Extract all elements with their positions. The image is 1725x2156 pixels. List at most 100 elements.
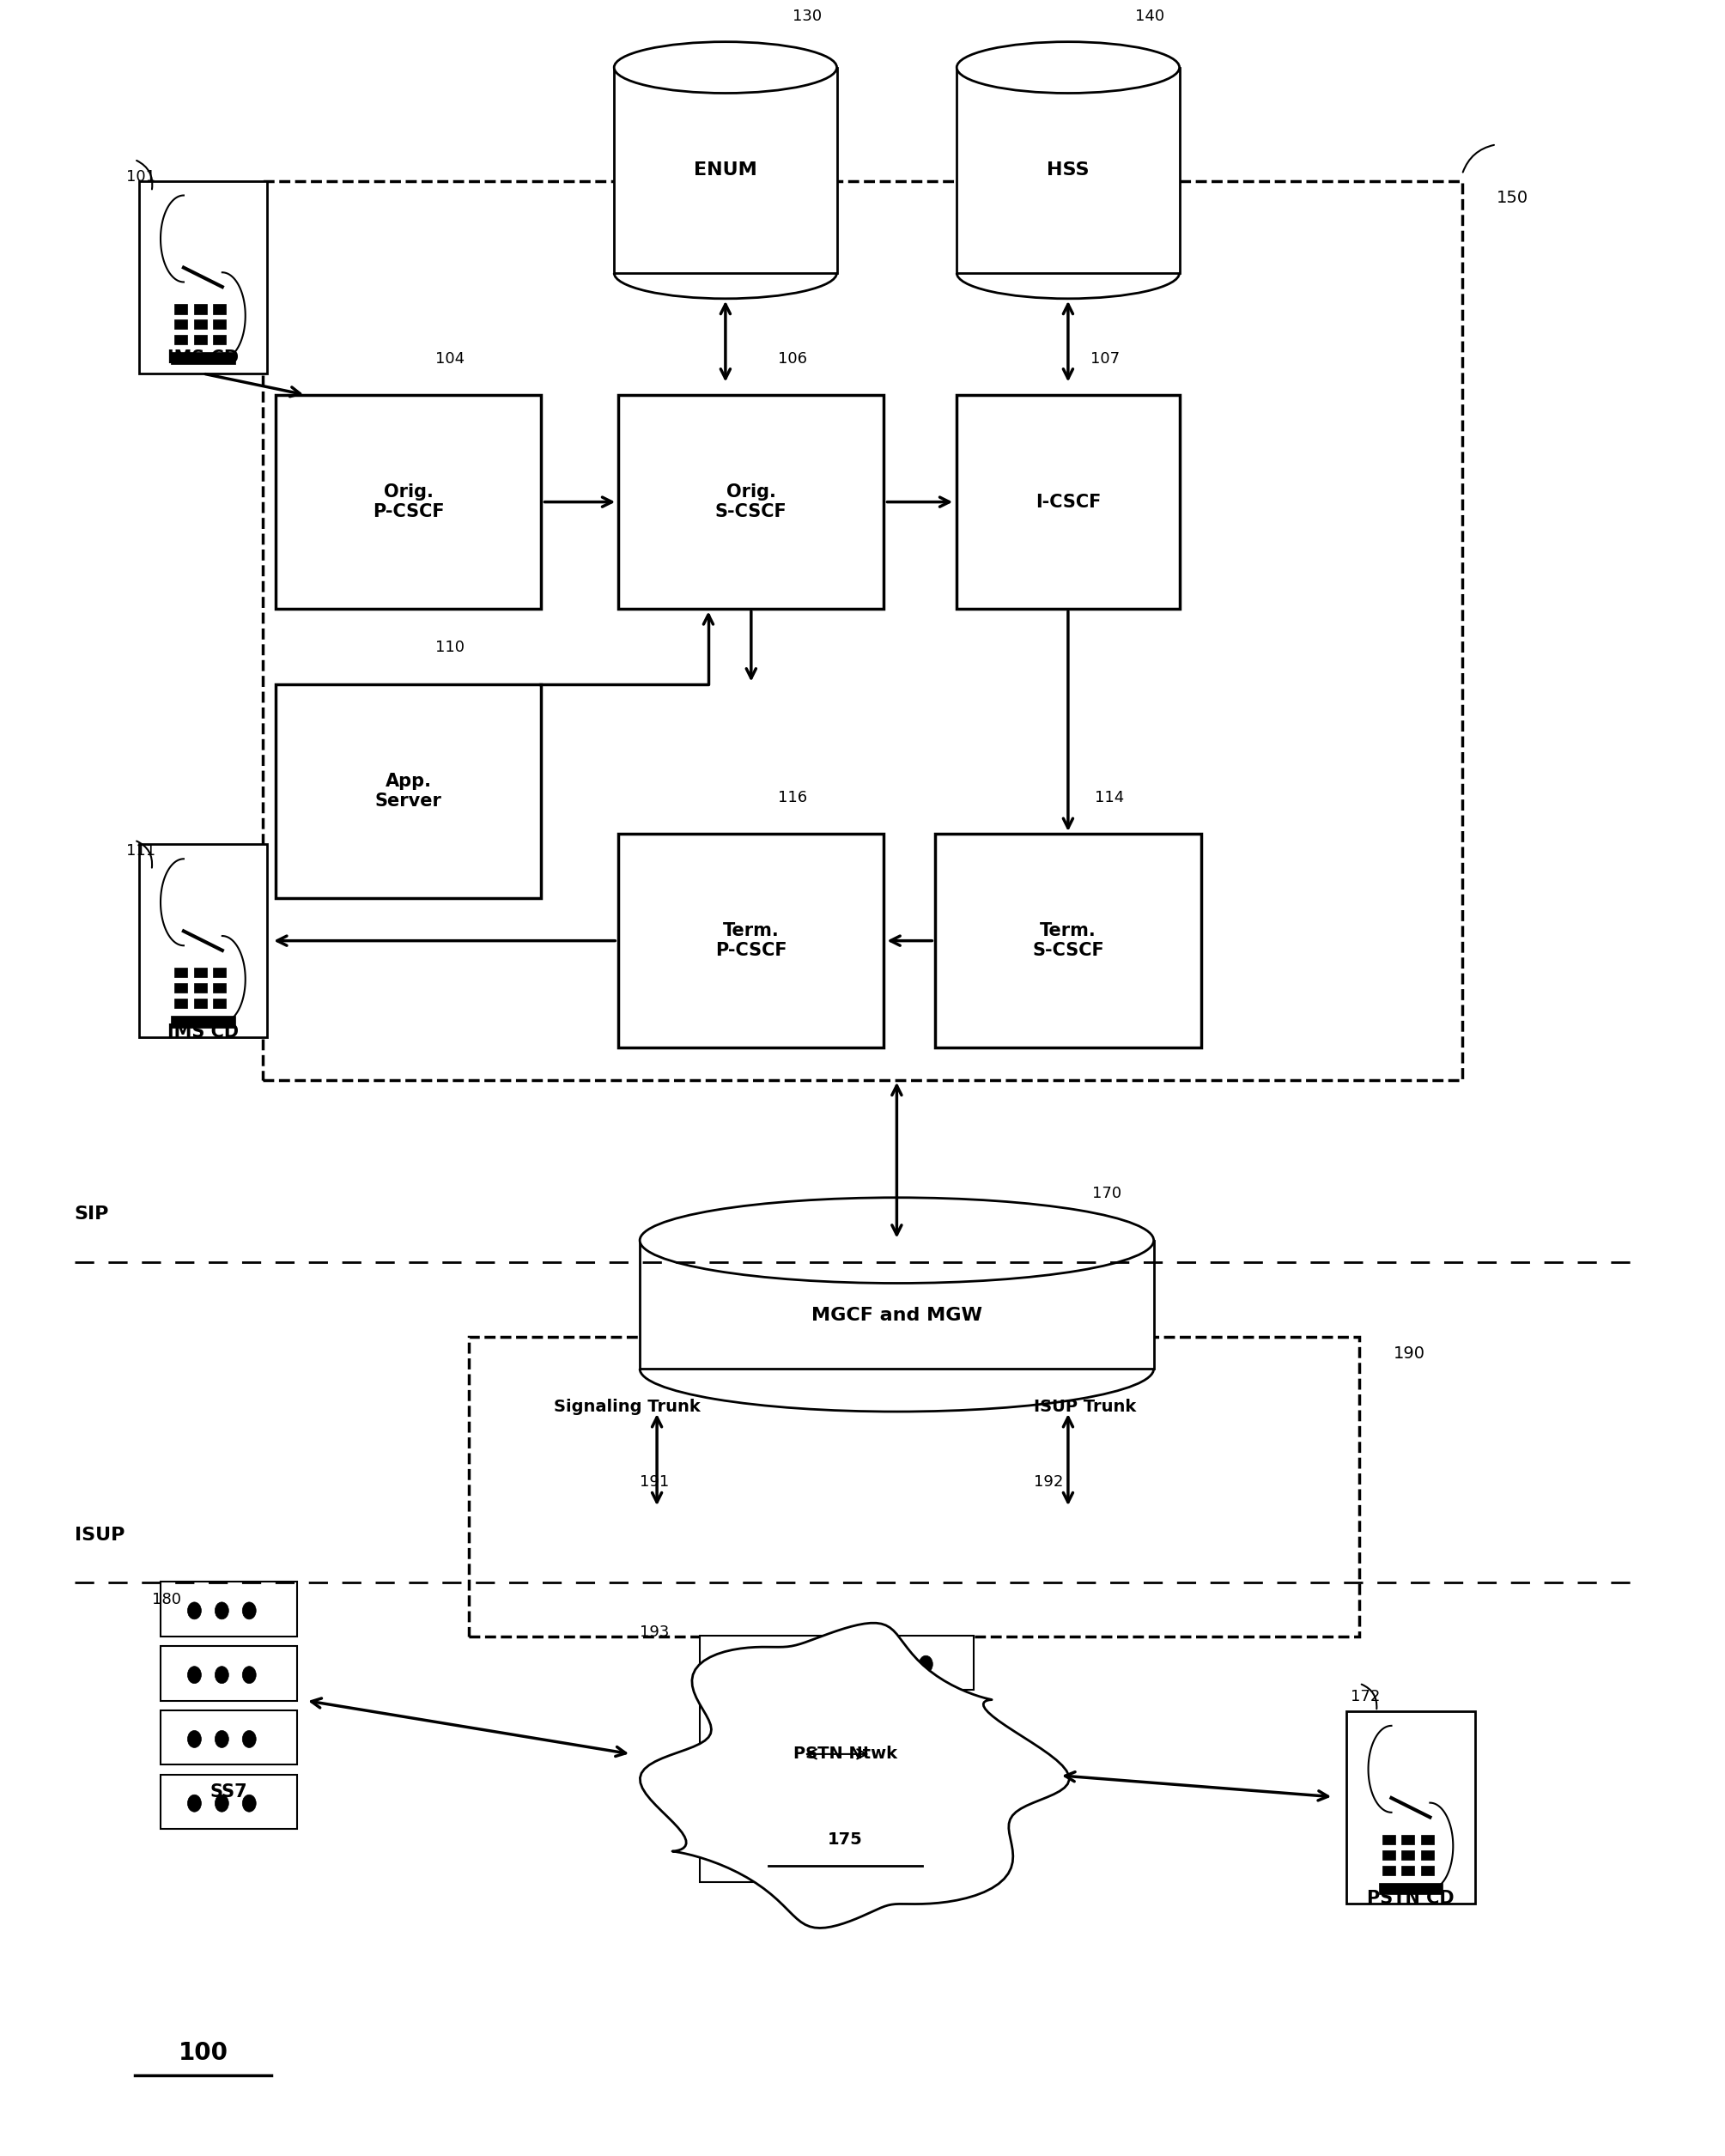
FancyBboxPatch shape — [837, 1634, 975, 1690]
Text: 192: 192 — [1033, 1475, 1063, 1490]
Bar — [171, 1015, 235, 1028]
Ellipse shape — [957, 41, 1180, 93]
Text: Term.
S-CSCF: Term. S-CSCF — [1032, 923, 1104, 959]
Text: 114: 114 — [1095, 789, 1125, 804]
Text: 150: 150 — [1496, 190, 1528, 205]
Text: ENUM: ENUM — [693, 162, 757, 179]
Bar — [1421, 1835, 1433, 1843]
Circle shape — [754, 1848, 768, 1865]
FancyBboxPatch shape — [276, 395, 542, 608]
Bar — [174, 968, 188, 977]
Text: 191: 191 — [640, 1475, 669, 1490]
Text: 101: 101 — [126, 168, 155, 185]
FancyBboxPatch shape — [957, 67, 1180, 274]
Bar — [214, 983, 226, 992]
Bar — [193, 334, 207, 345]
FancyBboxPatch shape — [1347, 1712, 1475, 1904]
Circle shape — [754, 1720, 768, 1738]
Bar — [171, 351, 235, 364]
Circle shape — [919, 1720, 933, 1738]
Bar — [193, 304, 207, 315]
Bar — [1402, 1850, 1414, 1861]
Bar — [1421, 1865, 1433, 1876]
Text: SS7: SS7 — [210, 1783, 247, 1800]
Circle shape — [919, 1848, 933, 1865]
FancyBboxPatch shape — [837, 1828, 975, 1882]
Circle shape — [728, 1848, 740, 1865]
Circle shape — [754, 1783, 768, 1800]
Text: 193: 193 — [640, 1623, 669, 1641]
Circle shape — [216, 1794, 229, 1811]
Text: HSS: HSS — [1047, 162, 1088, 179]
Text: App.
Server: App. Server — [374, 772, 442, 808]
Bar — [1421, 1850, 1433, 1861]
Bar — [1378, 1882, 1442, 1895]
Text: 172: 172 — [1351, 1688, 1380, 1703]
Circle shape — [892, 1848, 906, 1865]
Ellipse shape — [614, 41, 837, 93]
Circle shape — [188, 1794, 202, 1811]
Text: ISUP Trunk: ISUP Trunk — [1033, 1399, 1137, 1414]
Circle shape — [728, 1720, 740, 1738]
Text: Term.
P-CSCF: Term. P-CSCF — [716, 923, 787, 959]
Bar — [214, 334, 226, 345]
Circle shape — [781, 1848, 795, 1865]
Bar — [214, 968, 226, 977]
Circle shape — [188, 1731, 202, 1749]
Circle shape — [864, 1848, 878, 1865]
Text: 130: 130 — [792, 9, 821, 24]
Text: 175: 175 — [828, 1833, 862, 1848]
Bar — [214, 998, 226, 1009]
Circle shape — [892, 1656, 906, 1673]
Circle shape — [216, 1667, 229, 1684]
Bar — [193, 968, 207, 977]
Text: Orig.
S-CSCF: Orig. S-CSCF — [716, 483, 787, 520]
Circle shape — [919, 1783, 933, 1800]
Circle shape — [781, 1656, 795, 1673]
FancyBboxPatch shape — [160, 1710, 297, 1766]
Circle shape — [188, 1602, 202, 1619]
Circle shape — [919, 1656, 933, 1673]
Text: Signaling Trunk: Signaling Trunk — [554, 1399, 700, 1414]
FancyBboxPatch shape — [837, 1764, 975, 1818]
FancyBboxPatch shape — [837, 1699, 975, 1755]
Circle shape — [864, 1720, 878, 1738]
Circle shape — [188, 1667, 202, 1684]
Bar — [174, 304, 188, 315]
Text: 190: 190 — [1394, 1345, 1425, 1363]
Text: ISUP: ISUP — [74, 1526, 124, 1544]
Text: 116: 116 — [778, 789, 807, 804]
FancyBboxPatch shape — [614, 67, 837, 274]
Circle shape — [216, 1731, 229, 1749]
Text: PSTN Ntwk: PSTN Ntwk — [794, 1746, 897, 1761]
FancyBboxPatch shape — [160, 1774, 297, 1828]
Text: Orig.
P-CSCF: Orig. P-CSCF — [373, 483, 445, 520]
FancyBboxPatch shape — [640, 1240, 1154, 1369]
Circle shape — [781, 1720, 795, 1738]
Bar — [1382, 1835, 1396, 1843]
Circle shape — [728, 1783, 740, 1800]
Text: SIP: SIP — [74, 1205, 109, 1222]
Bar — [193, 998, 207, 1009]
Text: 140: 140 — [1135, 9, 1164, 24]
Text: IMS CD: IMS CD — [167, 349, 238, 367]
Bar — [193, 319, 207, 330]
Bar — [1402, 1835, 1414, 1843]
Circle shape — [781, 1783, 795, 1800]
Bar — [1402, 1865, 1414, 1876]
Text: 104: 104 — [435, 351, 464, 367]
Bar — [174, 983, 188, 992]
Text: 180: 180 — [152, 1593, 181, 1608]
Text: PSTN CD: PSTN CD — [1366, 1891, 1454, 1908]
Bar — [1382, 1850, 1396, 1861]
Polygon shape — [640, 1623, 1070, 1927]
Circle shape — [892, 1783, 906, 1800]
Circle shape — [754, 1656, 768, 1673]
Circle shape — [243, 1602, 255, 1619]
FancyBboxPatch shape — [935, 834, 1201, 1048]
Text: 106: 106 — [778, 351, 807, 367]
Bar — [214, 304, 226, 315]
FancyBboxPatch shape — [957, 395, 1180, 608]
Bar — [1382, 1865, 1396, 1876]
Bar — [174, 998, 188, 1009]
